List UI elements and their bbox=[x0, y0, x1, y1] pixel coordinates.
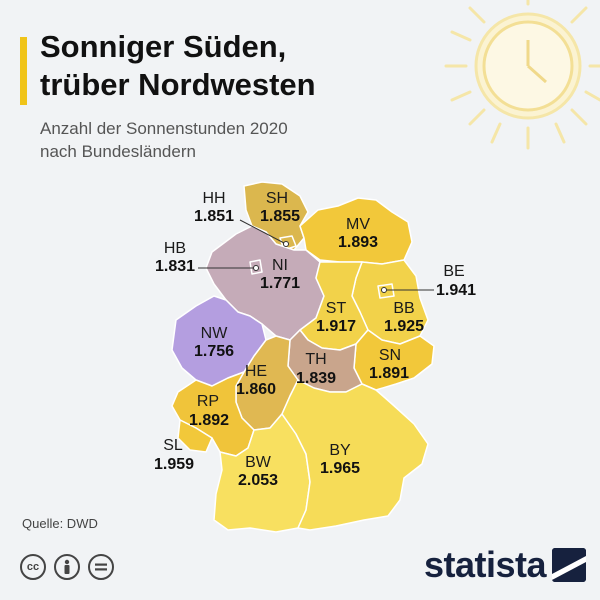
region-code-be: BE bbox=[443, 263, 464, 280]
title-line-1: Sonniger Süden, bbox=[40, 29, 287, 64]
brand-name: statista bbox=[424, 544, 547, 585]
page-title: Sonniger Süden, trüber Nordwesten bbox=[40, 28, 316, 104]
region-code-sh: SH bbox=[266, 190, 288, 207]
region-value-hb: 1.831 bbox=[155, 258, 195, 275]
region-value-th: 1.839 bbox=[296, 370, 336, 387]
region-value-bb: 1.925 bbox=[384, 318, 424, 335]
region-value-be: 1.941 bbox=[436, 282, 476, 299]
region-shape-sl bbox=[177, 419, 213, 453]
region-code-hb: HB bbox=[164, 240, 186, 257]
region-code-th: TH bbox=[305, 351, 326, 368]
source-note: Quelle: DWD bbox=[22, 516, 98, 531]
region-code-he: HE bbox=[245, 363, 267, 380]
subtitle-line-2: nach Bundesländern bbox=[40, 142, 196, 161]
region-code-by: BY bbox=[329, 442, 351, 459]
region-value-nw: 1.756 bbox=[194, 343, 234, 360]
region-value-st: 1.917 bbox=[316, 318, 356, 335]
region-code-nw: NW bbox=[201, 325, 229, 342]
accent-bar bbox=[20, 37, 27, 105]
region-value-he: 1.860 bbox=[236, 381, 276, 398]
region-code-st: ST bbox=[326, 300, 347, 317]
region-value-sl: 1.959 bbox=[154, 456, 194, 473]
region-value-mv: 1.893 bbox=[338, 234, 378, 251]
subtitle-line-1: Anzahl der Sonnenstunden 2020 bbox=[40, 119, 288, 138]
statista-mark-icon bbox=[552, 548, 587, 582]
region-shape-mv bbox=[299, 197, 413, 265]
title-line-2: trüber Nordwesten bbox=[40, 67, 316, 102]
region-value-by: 1.965 bbox=[320, 460, 360, 477]
region-value-sn: 1.891 bbox=[369, 365, 409, 382]
region-code-rp: RP bbox=[197, 393, 219, 410]
region-code-mv: MV bbox=[346, 216, 370, 233]
sun-icon bbox=[444, 0, 600, 150]
cc-icon[interactable]: cc bbox=[20, 554, 46, 580]
region-value-sh: 1.855 bbox=[260, 208, 300, 225]
license-icons: cc bbox=[20, 554, 114, 580]
region-value-rp: 1.892 bbox=[189, 412, 229, 429]
region-shape-by bbox=[281, 379, 429, 531]
region-code-ni: NI bbox=[272, 257, 288, 274]
region-value-ni: 1.771 bbox=[260, 275, 300, 292]
region-code-sl: SL bbox=[163, 437, 183, 454]
region-code-bb: BB bbox=[393, 300, 414, 317]
region-value-hh: 1.851 bbox=[194, 208, 234, 225]
region-code-sn: SN bbox=[379, 347, 401, 364]
nd-icon[interactable] bbox=[88, 554, 114, 580]
by-icon[interactable] bbox=[54, 554, 80, 580]
region-code-bw: BW bbox=[245, 454, 272, 471]
page-subtitle: Anzahl der Sonnenstunden 2020 nach Bunde… bbox=[40, 117, 370, 163]
brand-logo[interactable]: statista bbox=[424, 544, 587, 586]
region-code-hh: HH bbox=[202, 190, 225, 207]
region-value-bw: 2.053 bbox=[238, 472, 278, 489]
